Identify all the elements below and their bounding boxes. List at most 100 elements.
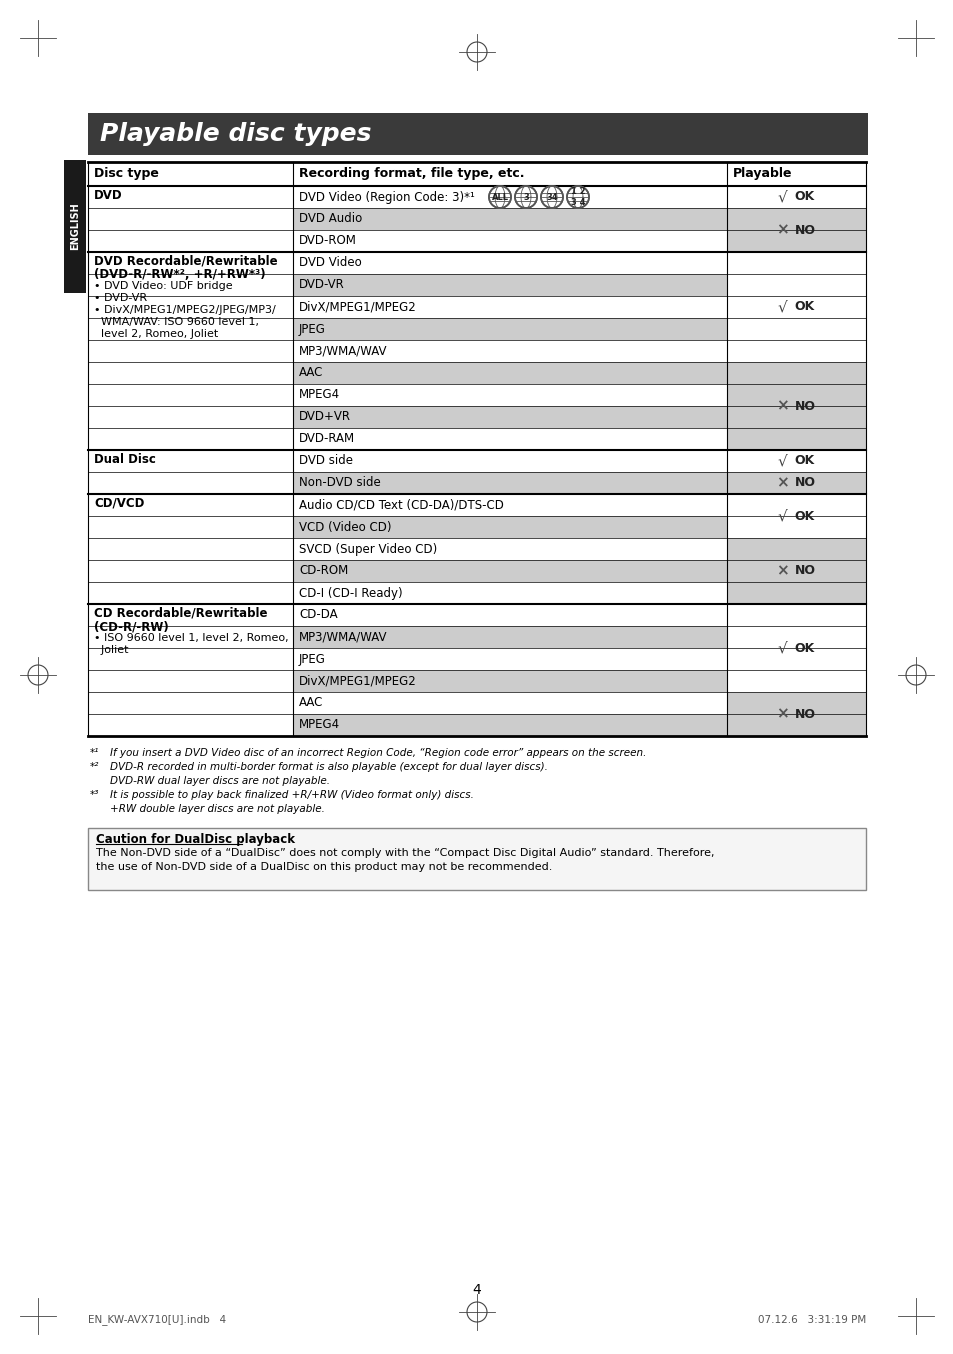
Text: √: √ xyxy=(777,509,786,524)
Bar xyxy=(293,209,726,230)
Text: MPEG4: MPEG4 xyxy=(298,389,340,402)
Text: 07.12.6   3:31:19 PM: 07.12.6 3:31:19 PM xyxy=(757,1315,865,1326)
Bar xyxy=(293,714,726,737)
Text: It is possible to play back finalized +R/+RW (Video format only) discs.: It is possible to play back finalized +R… xyxy=(110,789,474,800)
Bar xyxy=(726,274,865,297)
Text: √: √ xyxy=(777,454,786,468)
Text: DivX/MPEG1/MPEG2: DivX/MPEG1/MPEG2 xyxy=(298,674,416,688)
Text: *³: *³ xyxy=(90,789,99,800)
Text: NO: NO xyxy=(794,477,815,490)
Text: DVD: DVD xyxy=(94,190,123,202)
Bar xyxy=(293,538,726,561)
Text: AAC: AAC xyxy=(298,696,323,709)
Text: ENGLISH: ENGLISH xyxy=(70,203,80,250)
Text: *²: *² xyxy=(90,762,99,772)
Bar xyxy=(726,428,865,450)
Text: DVD-RAM: DVD-RAM xyxy=(298,432,355,445)
Text: WMA/WAV: ISO 9660 level 1,: WMA/WAV: ISO 9660 level 1, xyxy=(94,317,258,328)
Bar xyxy=(293,692,726,714)
Bar xyxy=(293,318,726,340)
Text: ALL: ALL xyxy=(491,192,508,202)
Text: DVD Video (Region Code: 3)*¹: DVD Video (Region Code: 3)*¹ xyxy=(298,191,475,203)
Text: CD-DA: CD-DA xyxy=(298,608,337,621)
Bar xyxy=(726,582,865,604)
Text: Dual Disc: Dual Disc xyxy=(94,454,155,466)
Text: ×: × xyxy=(776,563,788,578)
Bar xyxy=(726,362,865,385)
Text: √: √ xyxy=(777,190,786,204)
Bar xyxy=(726,670,865,692)
Text: Non-DVD side: Non-DVD side xyxy=(298,477,380,490)
Text: Playable: Playable xyxy=(732,168,792,180)
Bar xyxy=(726,714,865,737)
Circle shape xyxy=(540,185,562,209)
Text: Playable disc types: Playable disc types xyxy=(100,122,371,146)
Text: Recording format, file type, etc.: Recording format, file type, etc. xyxy=(298,168,524,180)
Bar xyxy=(293,561,726,582)
Text: DVD-RW dual layer discs are not playable.: DVD-RW dual layer discs are not playable… xyxy=(110,776,330,787)
Text: Disc type: Disc type xyxy=(94,168,159,180)
Bar xyxy=(726,649,865,670)
Text: OK: OK xyxy=(794,642,814,654)
Text: CD/VCD: CD/VCD xyxy=(94,497,144,510)
Bar xyxy=(293,582,726,604)
Bar xyxy=(726,538,865,561)
Text: AAC: AAC xyxy=(298,367,323,379)
Bar xyxy=(726,340,865,362)
Text: DVD-R recorded in multi-border format is also playable (except for dual layer di: DVD-R recorded in multi-border format is… xyxy=(110,762,547,772)
Text: level 2, Romeo, Joliet: level 2, Romeo, Joliet xyxy=(94,329,218,338)
Text: MP3/WMA/WAV: MP3/WMA/WAV xyxy=(298,344,387,357)
Bar xyxy=(64,160,86,292)
Text: MP3/WMA/WAV: MP3/WMA/WAV xyxy=(298,631,387,643)
Text: 3: 3 xyxy=(522,192,528,202)
Bar xyxy=(88,112,867,154)
Circle shape xyxy=(489,185,511,209)
Bar xyxy=(726,450,865,473)
Bar xyxy=(726,561,865,582)
Text: JPEG: JPEG xyxy=(298,322,326,336)
Text: OK: OK xyxy=(794,191,814,203)
Bar xyxy=(726,692,865,714)
Bar xyxy=(293,428,726,450)
Text: √: √ xyxy=(777,640,786,655)
Text: JPEG: JPEG xyxy=(298,653,326,666)
Text: ×: × xyxy=(776,707,788,722)
Text: CD Recordable/Rewritable: CD Recordable/Rewritable xyxy=(94,607,267,620)
Text: DVD Audio: DVD Audio xyxy=(298,213,362,226)
Bar xyxy=(726,230,865,252)
Text: • DivX/MPEG1/MPEG2/JPEG/MP3/: • DivX/MPEG1/MPEG2/JPEG/MP3/ xyxy=(94,305,275,315)
Text: DVD Video: DVD Video xyxy=(298,256,361,269)
Text: NO: NO xyxy=(794,565,815,578)
Text: (CD-R/-RW): (CD-R/-RW) xyxy=(94,620,169,634)
Text: The Non-DVD side of a “DualDisc” does not comply with the “Compact Disc Digital : The Non-DVD side of a “DualDisc” does no… xyxy=(96,848,714,872)
Bar xyxy=(293,385,726,406)
Text: OK: OK xyxy=(794,301,814,314)
Bar xyxy=(293,649,726,670)
Bar xyxy=(726,626,865,649)
Bar xyxy=(726,185,865,209)
Bar xyxy=(293,406,726,428)
Text: If you insert a DVD Video disc of an incorrect Region Code, “Region code error” : If you insert a DVD Video disc of an inc… xyxy=(110,747,646,758)
Text: OK: OK xyxy=(794,455,814,467)
Bar xyxy=(726,318,865,340)
Bar xyxy=(293,274,726,297)
Text: MPEG4: MPEG4 xyxy=(298,719,340,731)
Text: • ISO 9660 level 1, level 2, Romeo,: • ISO 9660 level 1, level 2, Romeo, xyxy=(94,634,289,643)
Text: NO: NO xyxy=(794,708,815,720)
Bar xyxy=(726,209,865,230)
Text: DVD+VR: DVD+VR xyxy=(298,410,351,424)
Bar xyxy=(293,670,726,692)
Bar xyxy=(726,604,865,626)
Bar xyxy=(726,516,865,538)
Text: CD-ROM: CD-ROM xyxy=(298,565,348,578)
FancyBboxPatch shape xyxy=(88,829,865,890)
Text: DVD side: DVD side xyxy=(298,455,353,467)
Bar xyxy=(293,626,726,649)
Bar xyxy=(293,494,726,516)
Text: CD-I (CD-I Ready): CD-I (CD-I Ready) xyxy=(298,586,402,600)
Text: +RW double layer discs are not playable.: +RW double layer discs are not playable. xyxy=(110,804,325,814)
Text: DVD Recordable/Rewritable: DVD Recordable/Rewritable xyxy=(94,255,277,268)
Bar xyxy=(726,252,865,274)
Text: DVD-VR: DVD-VR xyxy=(298,279,344,291)
Bar xyxy=(293,450,726,473)
